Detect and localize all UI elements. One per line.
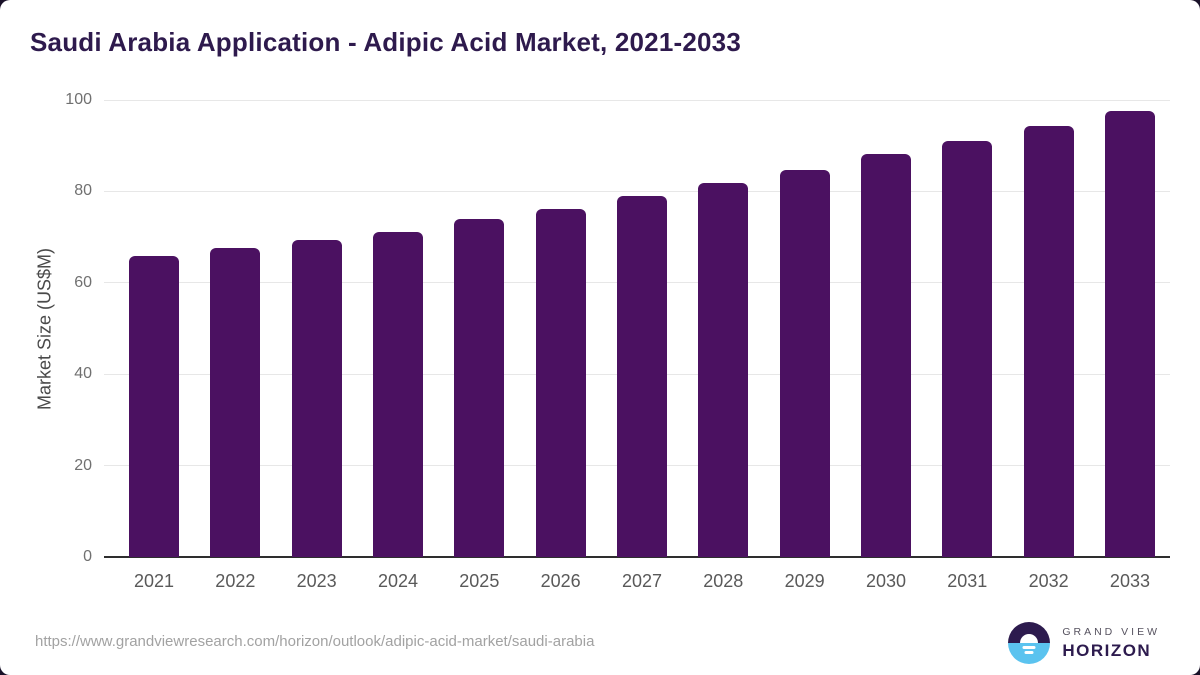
x-tick-label-2030: 2030: [865, 571, 906, 591]
y-tick-label-100: 100: [65, 91, 92, 108]
brand-logo: GRAND VIEW HORIZON: [1008, 622, 1160, 664]
source-url: https://www.grandviewresearch.com/horizo…: [35, 633, 595, 650]
gridline-y-80: [104, 190, 1170, 192]
bar-2022: [210, 247, 261, 557]
grand-view-horizon-logo-icon: [1008, 622, 1051, 664]
logo-text-horizon: HORIZON: [1062, 640, 1152, 660]
x-tick-label-2021: 2021: [133, 571, 175, 591]
sun-icon: [1020, 634, 1039, 643]
y-tick-label-60: 60: [74, 273, 92, 291]
y-tick-label-0: 0: [83, 548, 92, 565]
brand-text: GRAND VIEW HORIZON: [1062, 626, 1160, 661]
y-tick-label-80: 80: [74, 182, 92, 200]
x-tick-label-2027: 2027: [621, 571, 662, 591]
x-tick-label-2023: 2023: [296, 571, 337, 591]
bar-2027: [616, 196, 667, 557]
bar-2028: [698, 182, 749, 557]
x-tick-label-2029: 2029: [784, 571, 825, 591]
x-tick-label-2025: 2025: [459, 571, 500, 591]
bar-2029: [779, 170, 830, 557]
bar-2023: [291, 239, 342, 557]
bar-2026: [535, 208, 586, 557]
logo-text-grand-view: GRAND VIEW: [1062, 625, 1160, 638]
x-tick-label-2026: 2026: [540, 571, 581, 591]
plot-area: Market Size (US$M) 0 20 40 60 80 100 2021 2022 2…: [35, 91, 1170, 591]
x-tick-label-2031: 2031: [947, 571, 988, 591]
water-reflection-line: [1022, 646, 1036, 649]
bar-2025: [454, 218, 505, 557]
bar-2032: [1023, 125, 1074, 557]
x-tick-label-2032: 2032: [1028, 571, 1069, 591]
water-reflection-line: [1024, 651, 1034, 654]
x-tick-label-2033: 2033: [1109, 571, 1150, 591]
y-tick-label-20: 20: [74, 456, 92, 474]
gridline-y-100: [104, 99, 1170, 101]
bar-2030: [860, 154, 911, 557]
y-axis-title: Market Size (US$M): [34, 247, 55, 410]
x-tick-label-2024: 2024: [377, 571, 419, 591]
logo-sky-shape: [1008, 622, 1051, 643]
bar-2033: [1104, 110, 1155, 557]
bar-2024: [372, 231, 423, 557]
bar-2021: [129, 255, 179, 557]
x-axis-line: [104, 556, 1170, 558]
chart-title: Saudi Arabia Application - Adipic Acid M…: [30, 27, 741, 57]
y-tick-label-40: 40: [74, 365, 92, 383]
x-tick-label-2028: 2028: [703, 571, 744, 591]
bar-2031: [942, 140, 993, 557]
x-tick-label-2022: 2022: [215, 571, 256, 591]
